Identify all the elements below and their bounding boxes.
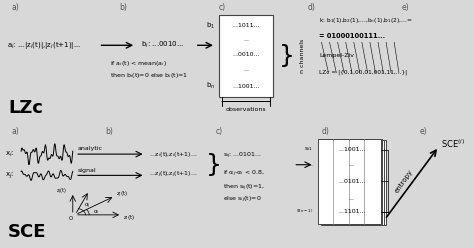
Text: then s$_{ij}$(t)=1,: then s$_{ij}$(t)=1,: [223, 183, 265, 193]
Text: s$_{ij}$: ...0101...: s$_{ij}$: ...0101...: [223, 151, 262, 161]
Text: b$_n$: b$_n$: [206, 81, 215, 92]
Text: Lempel-Ziv: Lempel-Ziv: [319, 53, 354, 59]
Text: x$_j$:: x$_j$:: [5, 170, 14, 181]
Text: signal: signal: [77, 168, 96, 173]
Text: if a$_i$(t) < mean(a$_i$): if a$_i$(t) < mean(a$_i$): [110, 59, 167, 68]
Text: c): c): [218, 3, 225, 12]
Text: SCE: SCE: [8, 222, 46, 241]
Text: entropy: entropy: [393, 169, 414, 194]
Text: s$_{i1}$: s$_{i1}$: [304, 146, 313, 154]
Text: ...: ...: [349, 162, 355, 167]
Text: c): c): [216, 127, 223, 136]
Text: ...: ...: [243, 37, 249, 42]
Text: LZc: LZc: [8, 98, 43, 117]
Text: s$_{(n-1)}$: s$_{(n-1)}$: [296, 208, 313, 216]
Text: }: }: [206, 153, 221, 177]
Text: analytic: analytic: [77, 146, 102, 152]
Text: α$_i$: α$_i$: [93, 208, 100, 216]
Text: z$_i$(t): z$_i$(t): [123, 213, 135, 222]
Text: n channels: n channels: [300, 39, 305, 73]
Text: if α$_j$-α$_i$ < 0.8,: if α$_j$-α$_i$ < 0.8,: [223, 169, 264, 179]
Text: = 01000100111...: = 01000100111...: [319, 33, 385, 39]
Text: ...1011...: ...1011...: [232, 23, 260, 28]
Bar: [318, 139, 381, 224]
Text: e): e): [401, 3, 409, 12]
Text: b$_1$: b$_1$: [206, 20, 215, 31]
Bar: [321, 140, 384, 225]
Text: ...: ...: [243, 67, 249, 72]
Text: ...1001...: ...1001...: [338, 147, 365, 152]
Text: a$_i$: ...|z$_i$(t)|,|z$_i$(t+1)|...: a$_i$: ...|z$_i$(t)|,|z$_i$(t+1)|...: [7, 40, 81, 51]
Text: ...z$_i$(t),z$_i$(t+1)...: ...z$_i$(t),z$_i$(t+1)...: [149, 150, 197, 159]
Text: k: b$_1$(1),b$_2$(1),...,b$_n$(1),b$_1$(2),...=: k: b$_1$(1),b$_2$(1),...,b$_n$(1),b$_1$(…: [319, 16, 413, 26]
Text: ...1001...: ...1001...: [232, 84, 260, 89]
Text: ...: ...: [349, 196, 355, 201]
Text: then b$_i$(t)=0 else b$_i$(t)=1: then b$_i$(t)=0 else b$_i$(t)=1: [110, 71, 188, 80]
Text: z$_j$(t): z$_j$(t): [55, 187, 67, 197]
Text: d): d): [321, 127, 329, 136]
Text: e): e): [420, 127, 428, 136]
Text: b): b): [106, 127, 113, 136]
Text: }: }: [279, 44, 295, 68]
Bar: [319, 139, 383, 224]
Text: x$_i$:: x$_i$:: [5, 150, 14, 159]
Text: z$_j$(t): z$_j$(t): [117, 190, 128, 200]
Text: SCE$^{(i)}$: SCE$^{(i)}$: [441, 138, 465, 150]
Text: α$_j$: α$_j$: [83, 202, 91, 211]
Text: d): d): [307, 3, 315, 12]
Text: ...1101...: ...1101...: [338, 209, 365, 214]
Text: ...: ...: [307, 162, 313, 167]
Text: ...0010...: ...0010...: [232, 52, 260, 57]
Text: O: O: [69, 216, 73, 221]
Text: LZc = |{0,1,00,01,001,11,...}|: LZc = |{0,1,00,01,001,11,...}|: [319, 70, 407, 75]
Text: a): a): [12, 3, 19, 12]
Text: ...z$_j$(t),z$_j$(t+1)...: ...z$_j$(t),z$_j$(t+1)...: [149, 170, 197, 181]
Bar: [322, 140, 386, 225]
Text: a): a): [12, 127, 19, 136]
Bar: [219, 15, 273, 97]
Text: b$_i$: ...0010...: b$_i$: ...0010...: [141, 40, 184, 50]
Text: ...0101...: ...0101...: [338, 179, 365, 184]
Text: observations: observations: [226, 107, 266, 112]
Text: else s$_{ij}$(t)=0: else s$_{ij}$(t)=0: [223, 195, 262, 205]
Text: b): b): [119, 3, 128, 12]
